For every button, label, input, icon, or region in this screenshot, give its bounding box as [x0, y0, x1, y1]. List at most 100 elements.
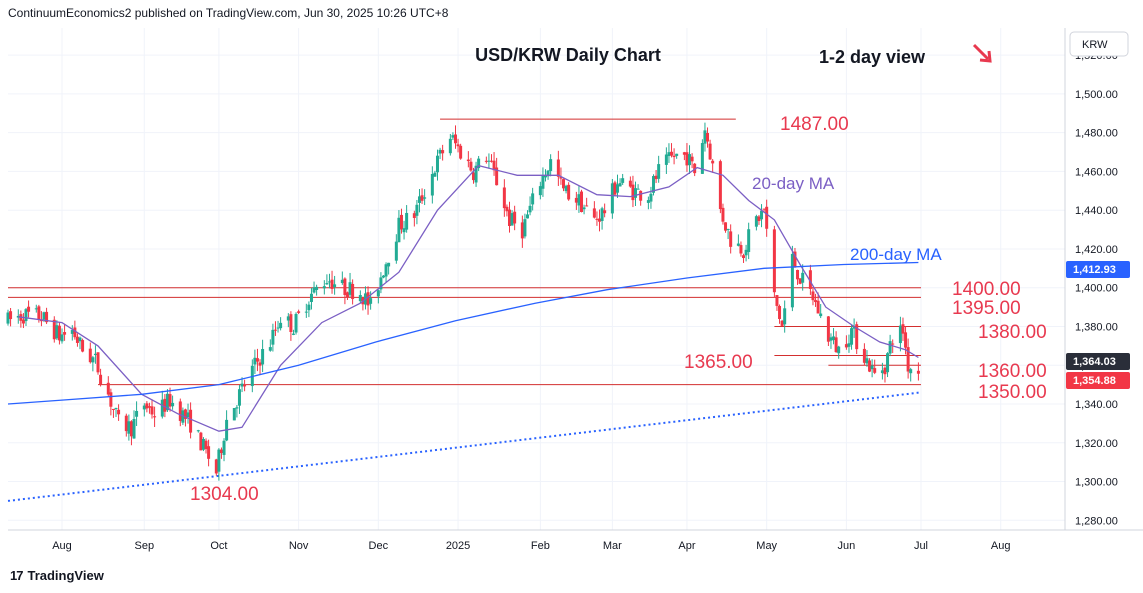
candle-body	[348, 282, 352, 295]
price-badge-label: 1,364.03	[1073, 356, 1116, 368]
x-tick-label: Sep	[135, 540, 155, 552]
candle-body	[667, 152, 671, 157]
candle-body	[204, 440, 208, 450]
price-axis[interactable]: 1,520.001,500.001,480.001,460.001,440.00…	[1075, 50, 1118, 527]
candle-body	[163, 398, 167, 412]
candle-body	[778, 305, 782, 319]
candle-body	[106, 382, 110, 395]
candle-body	[358, 295, 362, 302]
candle-body	[765, 206, 769, 229]
candle-body	[870, 365, 874, 370]
candle-body	[798, 278, 802, 284]
candle-body	[844, 344, 848, 348]
x-tick-label: Oct	[210, 540, 227, 552]
candle-body	[297, 311, 301, 313]
candle-body	[81, 340, 85, 352]
candle-body	[294, 313, 298, 333]
candle-body	[333, 284, 337, 288]
candle-body	[595, 218, 599, 220]
candle-body	[826, 316, 830, 342]
candle-body	[45, 311, 49, 323]
y-tick-label: 1,400.00	[1075, 283, 1118, 295]
candle-body	[471, 172, 475, 181]
candle-body	[718, 161, 722, 210]
candle-body	[873, 368, 877, 373]
price-badge-label: 1,354.88	[1073, 375, 1116, 387]
ma200-line	[7, 261, 919, 405]
candle-body	[898, 325, 902, 344]
candle-body	[706, 132, 710, 142]
candle-body	[217, 449, 221, 472]
candle-body	[742, 255, 746, 259]
candle-body	[189, 409, 193, 433]
candle-body	[762, 208, 766, 210]
time-axis[interactable]: Aug Sep Oct Nov Dec 2025 Feb Mar Apr May Jun Jul Aug	[52, 540, 1010, 552]
candle-body	[135, 410, 139, 417]
grid	[8, 28, 1065, 530]
candle-body	[775, 295, 779, 306]
candle-body	[366, 292, 370, 306]
candle-body	[153, 416, 157, 418]
candle-body	[682, 152, 686, 155]
tradingview-brand[interactable]: 17 TradingView	[10, 568, 104, 583]
candle-body	[109, 392, 113, 407]
candle-body	[430, 174, 434, 196]
candle-body	[235, 407, 239, 409]
candle-body	[754, 216, 758, 227]
candle-body	[906, 347, 910, 372]
candle-body	[91, 357, 95, 363]
candle-body	[657, 164, 661, 179]
candle-body	[690, 156, 694, 162]
candle-body	[909, 369, 913, 374]
level-label: 1487.00	[780, 114, 849, 135]
candles	[6, 122, 920, 481]
candle-body	[523, 219, 527, 237]
candle-body	[598, 218, 602, 222]
moving-averages	[7, 164, 919, 432]
candle-body	[276, 327, 280, 329]
y-tick-label: 1,460.00	[1075, 166, 1118, 178]
candle-body	[484, 160, 488, 162]
currency-label: KRW	[1082, 39, 1108, 51]
candle-body	[21, 319, 25, 324]
candle-body	[868, 360, 872, 372]
candle-body	[114, 407, 118, 409]
y-tick-label: 1,280.00	[1075, 515, 1118, 527]
candle-body	[474, 165, 478, 183]
candle-body	[739, 245, 743, 254]
plot-area	[8, 28, 1065, 530]
arrow-down-right-icon	[972, 43, 992, 63]
candle-body	[273, 329, 277, 331]
candle-body	[451, 135, 455, 138]
candle-body	[402, 228, 406, 233]
candle-body	[237, 389, 241, 406]
candle-body	[886, 353, 890, 373]
candle-body	[340, 279, 344, 284]
candle-body	[75, 336, 79, 343]
candle-body	[423, 197, 427, 199]
candle-body	[736, 243, 740, 246]
candle-body	[412, 213, 416, 218]
x-tick-label: Jul	[914, 540, 928, 552]
arrow-head	[979, 50, 992, 63]
candle-body	[142, 405, 146, 410]
candle-body	[832, 336, 836, 341]
candle-body	[628, 180, 632, 187]
publisher-credit: ContinuumEconomics2 published on Trading…	[8, 6, 449, 20]
x-tick-label: Feb	[531, 540, 550, 552]
candle-body	[603, 210, 607, 214]
candle-body	[199, 432, 203, 451]
candle-body	[222, 440, 226, 455]
candle-body	[379, 277, 383, 290]
candle-body	[855, 324, 859, 350]
candle-body	[387, 262, 391, 267]
price-badge	[1066, 372, 1130, 389]
candle-body	[456, 144, 460, 147]
candle-body	[580, 191, 584, 213]
candle-body	[819, 313, 823, 317]
candle-body	[322, 286, 326, 289]
ma20-label: 20-day MA	[752, 174, 835, 193]
candle-body	[562, 179, 566, 189]
currency-button[interactable]: KRW	[1069, 31, 1129, 57]
